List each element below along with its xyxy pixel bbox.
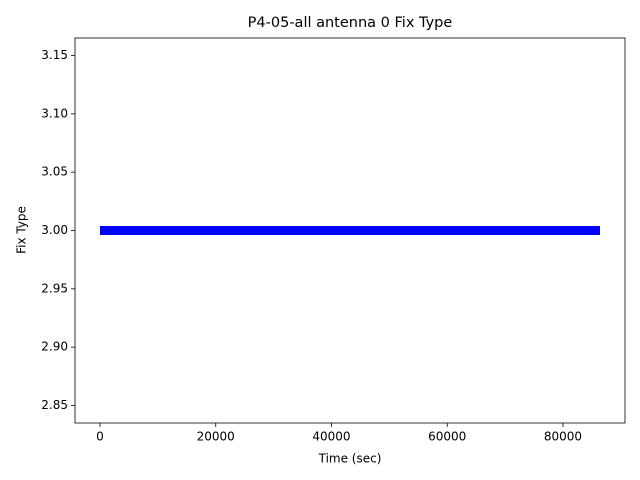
chart-title: P4-05-all antenna 0 Fix Type [248,15,453,31]
y-tick-label: 3.15 [41,48,68,62]
plot-frame [74,37,626,424]
x-tick-label: 0 [96,430,104,444]
x-axis-label: Time (sec) [318,452,382,466]
x-tick-label: 40000 [312,430,350,444]
x-tick-label: 20000 [197,430,235,444]
y-tick-label: 3.10 [41,106,68,120]
x-tick-label: 80000 [544,430,582,444]
y-tick-label: 3.05 [41,165,68,179]
y-tick-label: 3.00 [41,223,68,237]
y-axis-label: Fix Type [15,206,29,254]
y-tick-label: 2.85 [41,398,68,412]
y-tick-label: 2.90 [41,340,68,354]
x-tick-label: 60000 [428,430,466,444]
y-tick-label: 2.95 [41,281,68,295]
